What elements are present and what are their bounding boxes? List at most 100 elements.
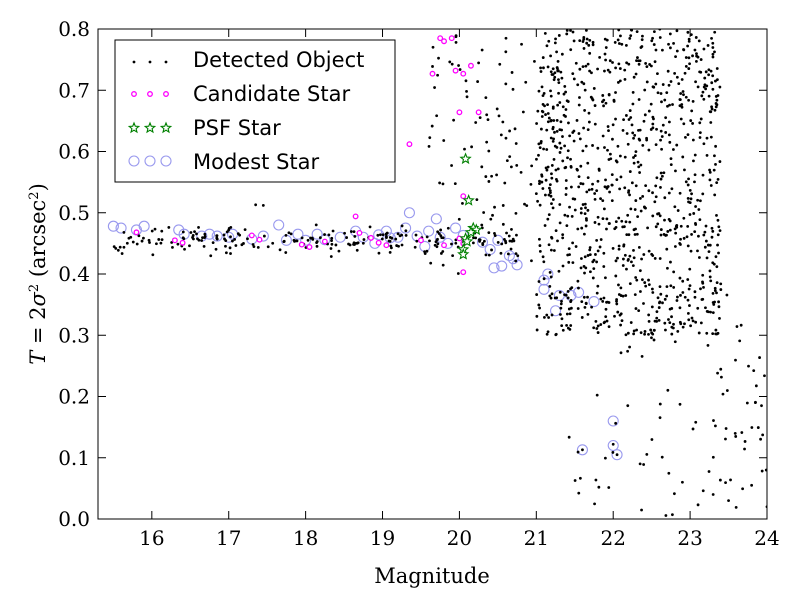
detected-object-point xyxy=(585,190,589,194)
detected-object-point xyxy=(534,192,538,195)
detected-object-point xyxy=(440,236,444,240)
detected-object-point xyxy=(197,226,200,229)
detected-object-point xyxy=(597,485,601,489)
detected-object-point xyxy=(745,401,749,405)
detected-object-point xyxy=(697,234,700,238)
detected-object-point xyxy=(486,118,490,122)
detected-object-point xyxy=(764,468,767,472)
detected-object-point xyxy=(650,39,654,43)
detected-object-point xyxy=(753,401,757,405)
detected-object-point xyxy=(647,332,650,336)
detected-object-point xyxy=(433,86,436,89)
detected-object-point xyxy=(552,78,556,82)
detected-object-point xyxy=(673,205,677,209)
detected-object-point xyxy=(576,307,580,310)
detected-object-point xyxy=(709,135,713,139)
detected-object-point xyxy=(282,240,286,244)
detected-object-point xyxy=(535,314,539,318)
detected-object-point xyxy=(514,252,518,256)
detected-object-point xyxy=(682,93,685,97)
detected-object-point xyxy=(493,205,496,209)
detected-object-point xyxy=(329,255,333,258)
detected-object-point xyxy=(681,291,685,294)
detected-object-point xyxy=(451,254,455,258)
modest-star-point xyxy=(115,222,127,234)
detected-object-point xyxy=(514,142,518,145)
candidate-star-point xyxy=(383,242,390,249)
detected-object-point xyxy=(695,59,698,63)
detected-object-point xyxy=(688,213,692,216)
detected-object-point xyxy=(740,431,744,434)
detected-object-point xyxy=(549,54,553,58)
detected-object-point xyxy=(710,226,714,230)
detected-object-point xyxy=(634,227,637,231)
detected-object-point xyxy=(687,56,691,60)
detected-object-point xyxy=(694,320,698,324)
detected-object-point xyxy=(560,76,564,80)
detected-object-point xyxy=(602,251,606,255)
candidate-star-point xyxy=(171,237,178,244)
detected-object-point xyxy=(698,136,702,139)
detected-object-point xyxy=(668,103,671,107)
detected-object-point xyxy=(665,233,668,237)
detected-object-point xyxy=(497,114,501,118)
detected-object-point xyxy=(400,224,404,228)
detected-object-point xyxy=(577,185,581,189)
detected-object-point xyxy=(311,237,315,241)
detected-object-point xyxy=(564,115,567,118)
detected-object-point xyxy=(579,182,583,185)
detected-object-point xyxy=(577,175,581,179)
detected-object-point xyxy=(390,236,394,240)
detected-object-point xyxy=(521,110,525,114)
detected-object-point xyxy=(183,247,186,251)
detected-object-point xyxy=(724,427,728,430)
detected-object-point xyxy=(676,329,680,333)
detected-object-point xyxy=(569,287,572,291)
detected-object-point xyxy=(602,321,606,325)
detected-object-point xyxy=(624,333,628,337)
detected-object-point xyxy=(616,310,620,314)
detected-object-point xyxy=(678,320,682,324)
detected-object-point xyxy=(487,253,491,257)
detected-object-point xyxy=(716,178,720,181)
detected-object-point xyxy=(624,44,628,47)
detected-object-point xyxy=(673,340,677,344)
detected-object-point xyxy=(509,165,513,169)
detected-object-point xyxy=(551,140,555,143)
detected-object-point xyxy=(564,165,568,169)
detected-object-point xyxy=(632,332,636,336)
detected-object-point xyxy=(659,233,663,237)
detected-object-point xyxy=(548,294,552,298)
detected-object-point xyxy=(555,179,559,183)
detected-object-point xyxy=(549,194,553,198)
detected-object-point xyxy=(510,228,513,231)
detected-object-point xyxy=(632,136,635,140)
detected-object-point xyxy=(545,128,549,132)
detected-object-point xyxy=(687,37,691,41)
detected-object-point xyxy=(693,48,697,52)
detected-object-point xyxy=(353,234,357,238)
detected-object-point xyxy=(611,442,615,446)
detected-object-point xyxy=(553,130,556,134)
detected-object-point xyxy=(591,260,595,264)
detected-object-point xyxy=(584,206,587,210)
detected-object-point xyxy=(687,98,691,102)
detected-object-point xyxy=(623,155,627,159)
detected-object-point xyxy=(672,492,676,496)
detected-object-point xyxy=(582,126,586,130)
detected-object-point xyxy=(660,135,664,138)
detected-object-point xyxy=(537,89,541,93)
detected-object-point xyxy=(585,41,589,45)
candidate-star-point xyxy=(441,242,447,249)
detected-object-point xyxy=(718,317,721,320)
detected-object-point xyxy=(703,230,707,234)
detected-object-point xyxy=(650,336,653,340)
detected-object-point xyxy=(642,463,646,466)
detected-object-point xyxy=(563,213,567,217)
detected-object-point xyxy=(450,62,454,66)
detected-object-point xyxy=(578,137,582,141)
detected-object-point xyxy=(481,243,485,246)
detected-object-point xyxy=(686,197,690,200)
detected-object-point xyxy=(699,117,703,121)
detected-object-point xyxy=(636,215,640,219)
